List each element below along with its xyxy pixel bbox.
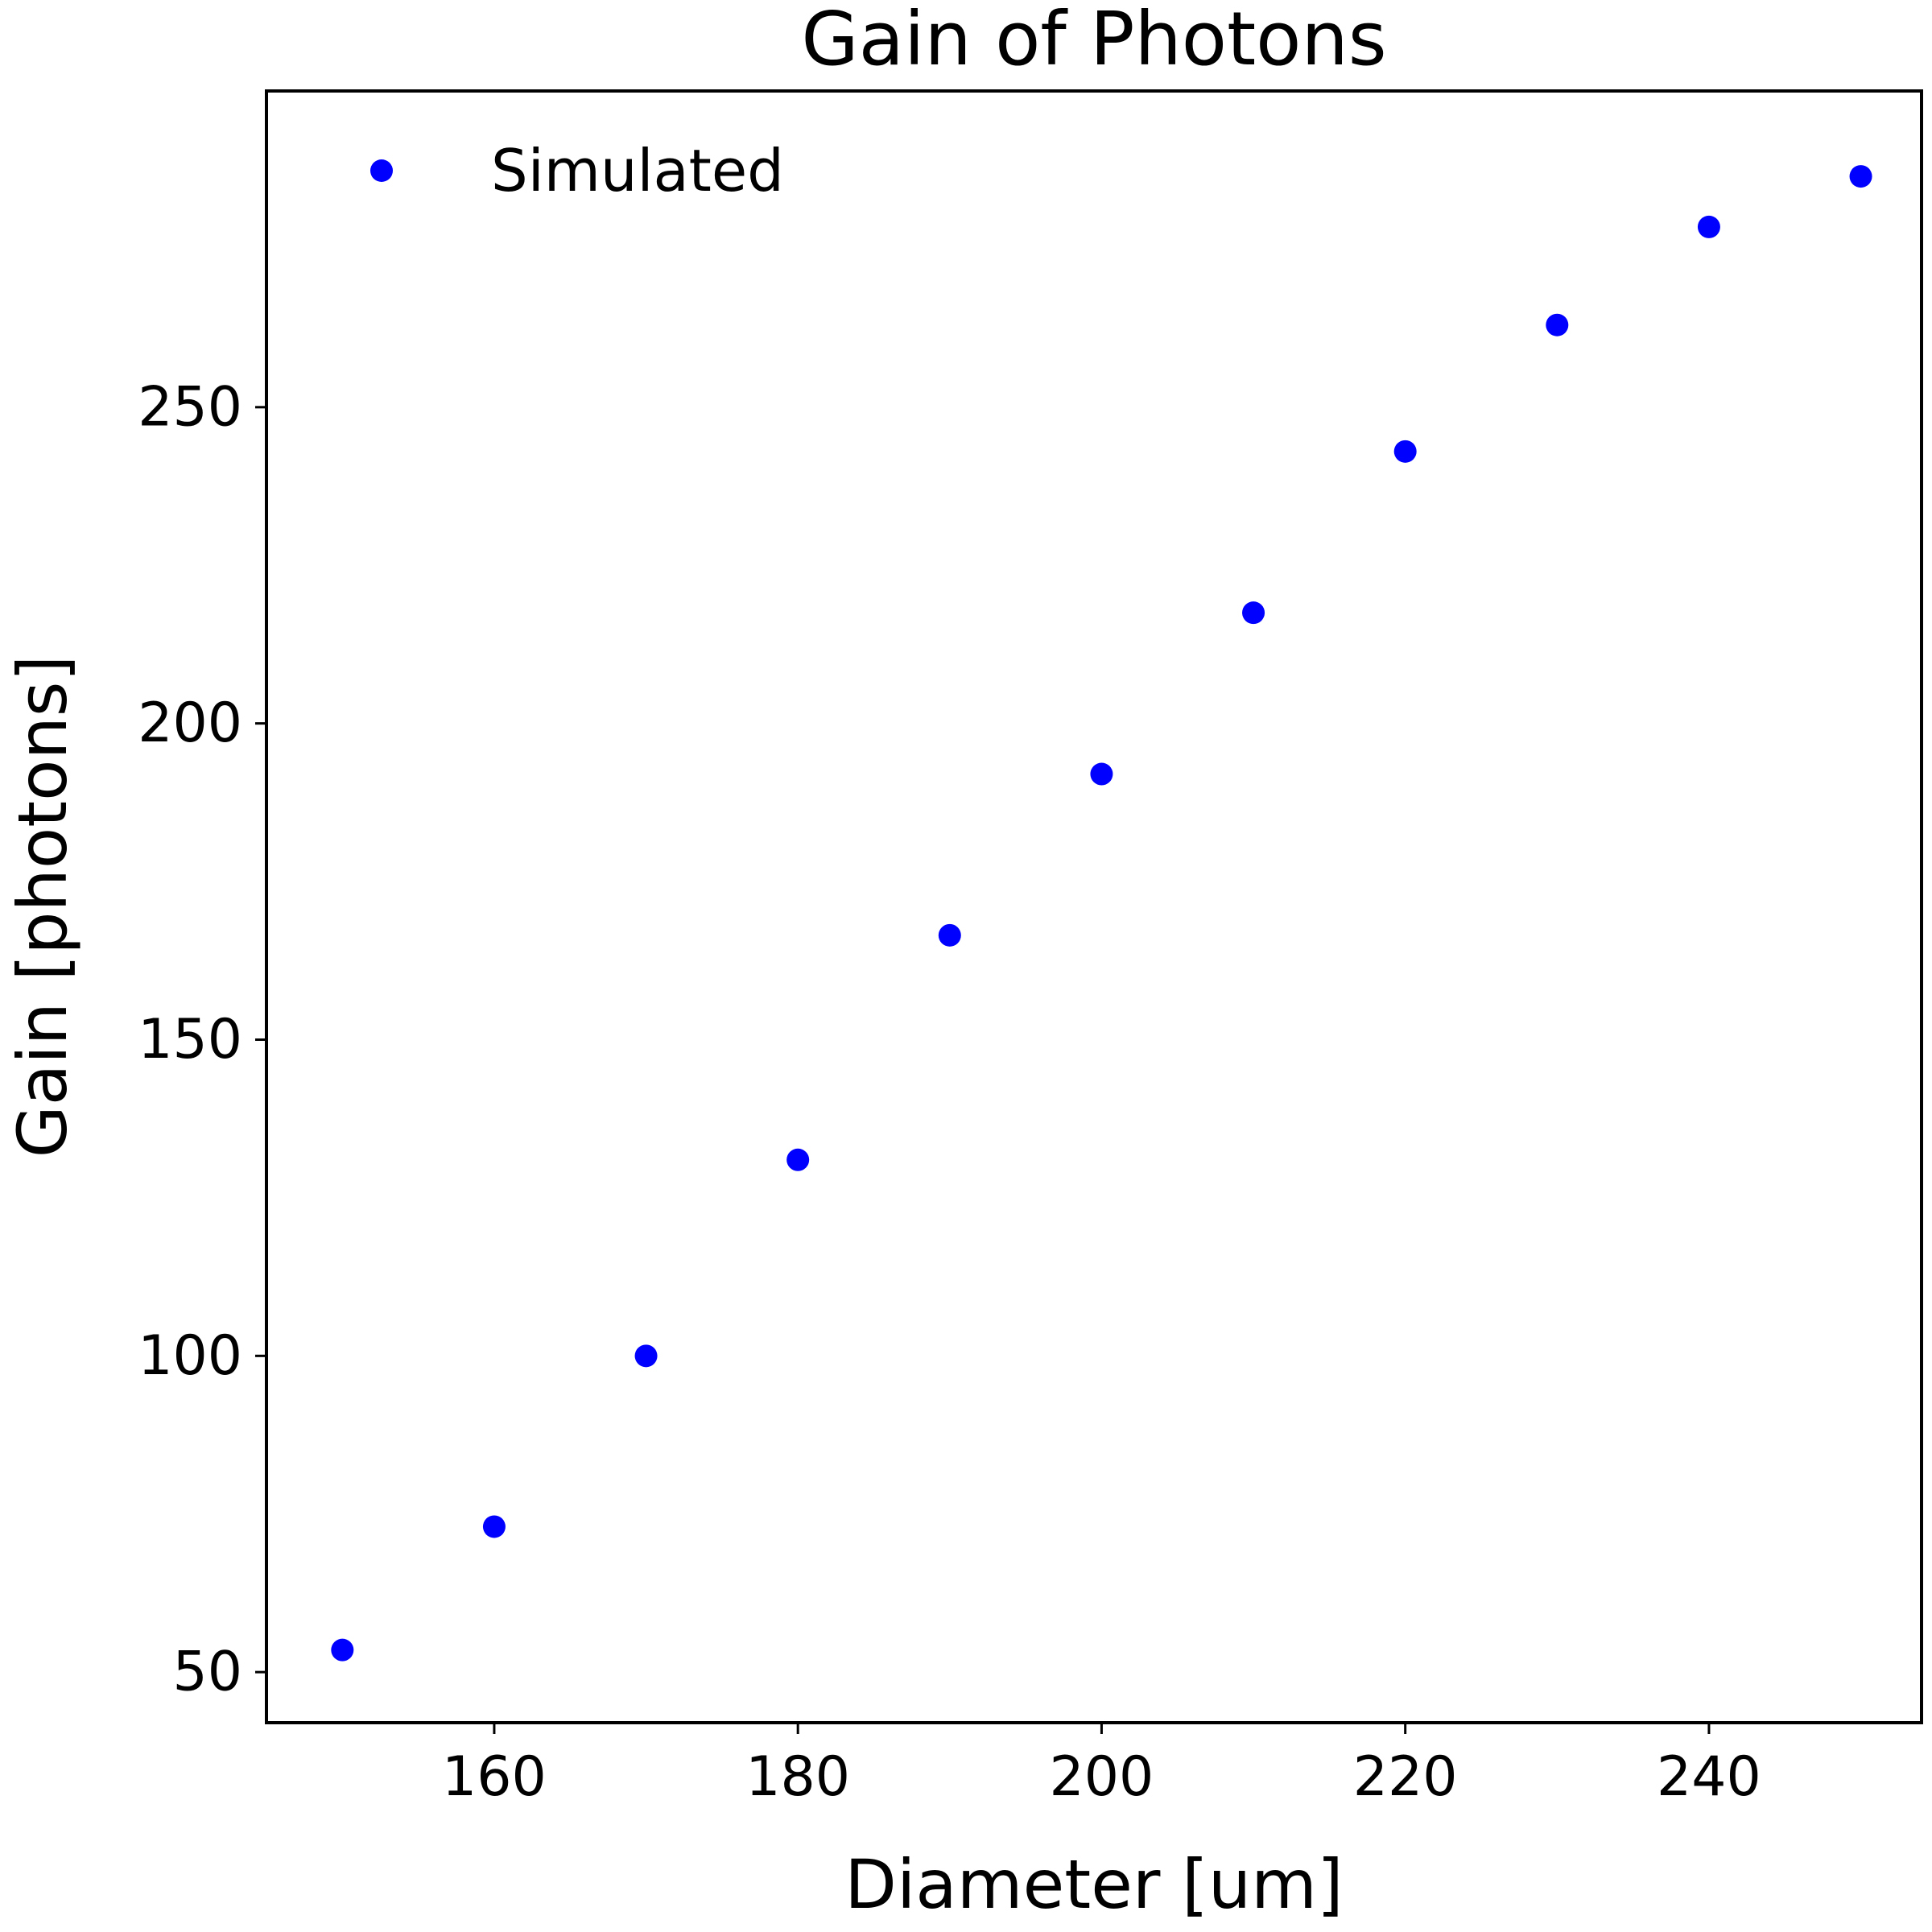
data-point (1242, 601, 1265, 625)
x-tick-label: 180 (745, 1745, 850, 1809)
y-tick-label: 200 (138, 691, 242, 755)
data-point (1393, 440, 1417, 463)
data-point (1090, 762, 1113, 786)
x-tick-label: 200 (1050, 1745, 1154, 1809)
x-tick-label: 160 (442, 1745, 547, 1809)
y-tick-label: 250 (138, 375, 242, 439)
data-point (331, 1638, 354, 1662)
x-tick-label: 220 (1353, 1745, 1458, 1809)
data-point (634, 1344, 658, 1368)
legend-marker (370, 159, 393, 182)
y-tick-label: 50 (172, 1641, 242, 1704)
x-tick-label: 240 (1657, 1745, 1761, 1809)
y-tick-label: 100 (138, 1324, 242, 1388)
data-point (1849, 165, 1872, 188)
y-axis-ticks: 50 100 150 200 250 (138, 375, 266, 1704)
legend-label: Simulated (491, 137, 784, 204)
data-point (1546, 313, 1569, 336)
legend: Simulated (370, 137, 784, 204)
chart-title: Gain of Photons (801, 0, 1386, 82)
data-points (331, 165, 1872, 1662)
x-axis-label: Diameter [um] (844, 1845, 1343, 1924)
data-point (786, 1148, 810, 1171)
data-point (1697, 215, 1720, 238)
x-axis-ticks: 160 180 200 220 240 (442, 1723, 1761, 1809)
data-point (482, 1515, 506, 1538)
y-tick-label: 150 (138, 1008, 242, 1071)
data-point (938, 923, 961, 947)
plot-frame (265, 89, 1923, 1724)
y-axis-label: Gain [photons] (3, 655, 82, 1158)
